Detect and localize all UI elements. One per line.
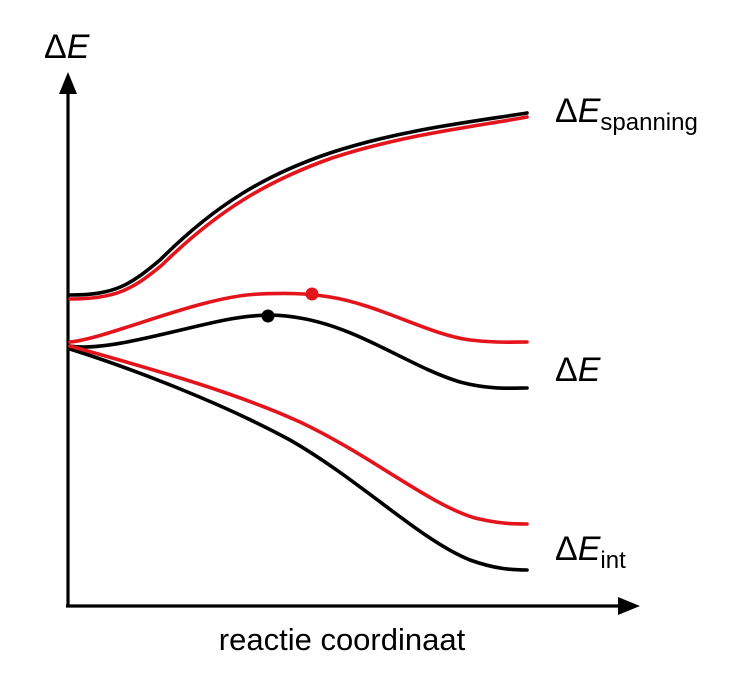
y-axis-arrowhead xyxy=(59,72,77,94)
x-axis-label: reactie coordinaat xyxy=(219,622,466,657)
total-energy-curve-red xyxy=(68,291,529,344)
strain-label-subscript: spanning xyxy=(600,109,697,136)
strain-label-delta: Δ xyxy=(555,92,578,130)
interaction-curve-black xyxy=(68,347,529,572)
strain-label-symbol: E xyxy=(578,92,601,130)
y-axis-label: ΔE xyxy=(44,28,90,66)
strain-label: ΔEspanning xyxy=(555,92,698,136)
y-axis-label-delta: Δ xyxy=(44,28,67,66)
total-energy-curve-black xyxy=(68,313,529,391)
total-energy-label-delta: Δ xyxy=(555,351,578,389)
interaction-label: ΔEint xyxy=(555,530,626,574)
transition-state-red-marker xyxy=(305,287,319,301)
strain-curve-red xyxy=(68,115,529,301)
x-axis-arrowhead xyxy=(618,597,640,615)
interaction-label-delta: Δ xyxy=(555,530,578,568)
transition-state-black-marker xyxy=(261,309,275,323)
total-energy-label: ΔE xyxy=(555,351,601,389)
total-energy-label-symbol: E xyxy=(578,351,601,389)
strain-curve-black xyxy=(68,111,529,297)
interaction-label-symbol: E xyxy=(578,530,601,568)
interaction-curve-red xyxy=(68,344,529,526)
interaction-label-subscript: int xyxy=(600,547,626,574)
y-axis-label-symbol: E xyxy=(67,28,90,66)
axes xyxy=(59,72,640,615)
